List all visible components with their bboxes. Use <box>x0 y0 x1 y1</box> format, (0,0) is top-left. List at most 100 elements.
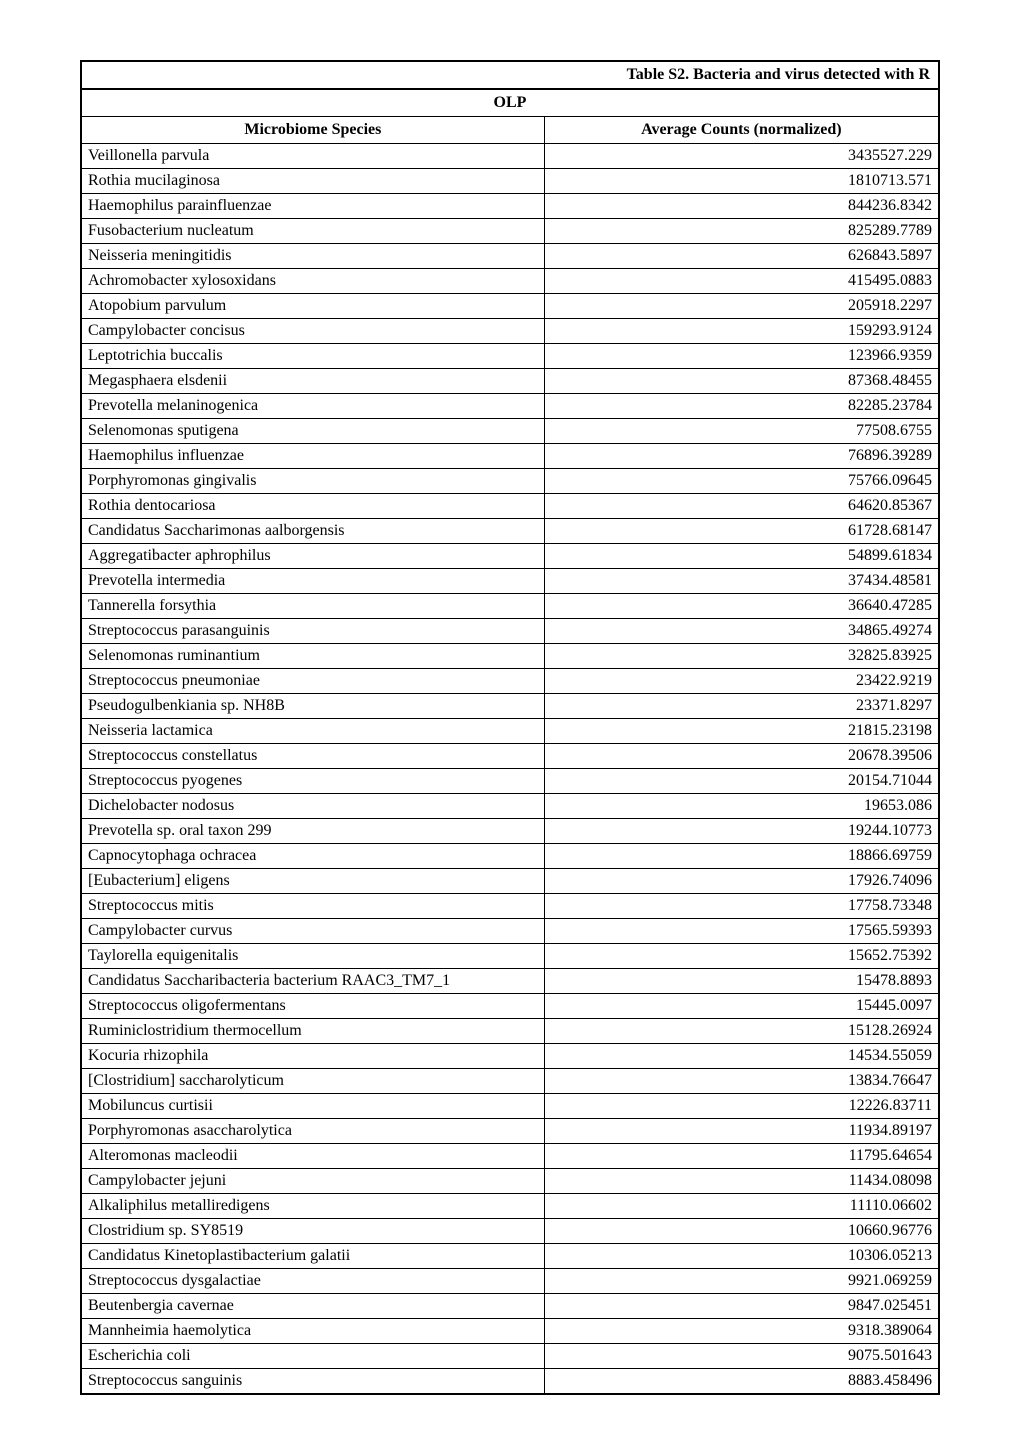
table-row: Streptococcus constellatus20678.39506 <box>82 744 938 769</box>
species-cell: Veillonella parvula <box>82 144 544 169</box>
counts-cell: 15128.26924 <box>544 1019 938 1044</box>
counts-cell: 11934.89197 <box>544 1119 938 1144</box>
species-cell: Mannheimia haemolytica <box>82 1319 544 1344</box>
table-row: [Eubacterium] eligens17926.74096 <box>82 869 938 894</box>
table-body: Veillonella parvula3435527.229Rothia muc… <box>82 144 938 1394</box>
species-cell: Selenomonas ruminantium <box>82 644 544 669</box>
species-cell: Dichelobacter nodosus <box>82 794 544 819</box>
species-cell: Porphyromonas gingivalis <box>82 469 544 494</box>
counts-cell: 159293.9124 <box>544 319 938 344</box>
group-label: OLP <box>82 90 938 117</box>
counts-cell: 37434.48581 <box>544 569 938 594</box>
species-column-header: Microbiome Species <box>82 117 544 144</box>
species-cell: Tannerella forsythia <box>82 594 544 619</box>
counts-column-header: Average Counts (normalized) <box>544 117 938 144</box>
counts-cell: 15445.0097 <box>544 994 938 1019</box>
table-row: Rothia dentocariosa64620.85367 <box>82 494 938 519</box>
table-row: Kocuria rhizophila14534.55059 <box>82 1044 938 1069</box>
group-header-row: OLP <box>82 90 938 117</box>
species-cell: Beutenbergia cavernae <box>82 1294 544 1319</box>
table-row: Campylobacter concisus159293.9124 <box>82 319 938 344</box>
species-cell: Candidatus Saccharimonas aalborgensis <box>82 519 544 544</box>
table-row: Clostridium sp. SY851910660.96776 <box>82 1219 938 1244</box>
table-row: Leptotrichia buccalis123966.9359 <box>82 344 938 369</box>
counts-cell: 205918.2297 <box>544 294 938 319</box>
counts-cell: 75766.09645 <box>544 469 938 494</box>
species-cell: Achromobacter xylosoxidans <box>82 269 544 294</box>
counts-cell: 11110.06602 <box>544 1194 938 1219</box>
species-cell: Streptococcus dysgalactiae <box>82 1269 544 1294</box>
counts-cell: 9847.025451 <box>544 1294 938 1319</box>
species-cell: Rothia mucilaginosa <box>82 169 544 194</box>
species-cell: Prevotella sp. oral taxon 299 <box>82 819 544 844</box>
table-row: Dichelobacter nodosus19653.086 <box>82 794 938 819</box>
species-cell: Porphyromonas asaccharolytica <box>82 1119 544 1144</box>
counts-cell: 17758.73348 <box>544 894 938 919</box>
counts-cell: 9921.069259 <box>544 1269 938 1294</box>
counts-cell: 36640.47285 <box>544 594 938 619</box>
counts-cell: 11795.64654 <box>544 1144 938 1169</box>
table-row: Aggregatibacter aphrophilus54899.61834 <box>82 544 938 569</box>
species-cell: Leptotrichia buccalis <box>82 344 544 369</box>
species-cell: Streptococcus parasanguinis <box>82 619 544 644</box>
species-cell: Prevotella intermedia <box>82 569 544 594</box>
table-row: [Clostridium] saccharolyticum13834.76647 <box>82 1069 938 1094</box>
counts-cell: 87368.48455 <box>544 369 938 394</box>
table-row: Haemophilus parainfluenzae844236.8342 <box>82 194 938 219</box>
species-cell: Campylobacter curvus <box>82 919 544 944</box>
species-cell: Mobiluncus curtisii <box>82 1094 544 1119</box>
species-cell: Candidatus Saccharibacteria bacterium RA… <box>82 969 544 994</box>
table-row: Porphyromonas gingivalis75766.09645 <box>82 469 938 494</box>
counts-cell: 17565.59393 <box>544 919 938 944</box>
table-row: Candidatus Saccharibacteria bacterium RA… <box>82 969 938 994</box>
counts-cell: 123966.9359 <box>544 344 938 369</box>
table-row: Campylobacter jejuni11434.08098 <box>82 1169 938 1194</box>
table-row: Alteromonas macleodii11795.64654 <box>82 1144 938 1169</box>
table-row: Neisseria meningitidis626843.5897 <box>82 244 938 269</box>
counts-cell: 77508.6755 <box>544 419 938 444</box>
species-cell: Candidatus Kinetoplastibacterium galatii <box>82 1244 544 1269</box>
species-cell: Fusobacterium nucleatum <box>82 219 544 244</box>
counts-cell: 13834.76647 <box>544 1069 938 1094</box>
species-cell: Neisseria meningitidis <box>82 244 544 269</box>
species-cell: Prevotella melaninogenica <box>82 394 544 419</box>
counts-cell: 19653.086 <box>544 794 938 819</box>
table-row: Veillonella parvula3435527.229 <box>82 144 938 169</box>
table-row: Fusobacterium nucleatum825289.7789 <box>82 219 938 244</box>
microbiome-table: OLP Microbiome Species Average Counts (n… <box>82 89 938 1393</box>
species-cell: Taylorella equigenitalis <box>82 944 544 969</box>
counts-cell: 34865.49274 <box>544 619 938 644</box>
counts-cell: 19244.10773 <box>544 819 938 844</box>
counts-cell: 11434.08098 <box>544 1169 938 1194</box>
table-row: Streptococcus oligofermentans15445.0097 <box>82 994 938 1019</box>
species-cell: Kocuria rhizophila <box>82 1044 544 1069</box>
table-row: Taylorella equigenitalis15652.75392 <box>82 944 938 969</box>
table-row: Porphyromonas asaccharolytica11934.89197 <box>82 1119 938 1144</box>
table-row: Achromobacter xylosoxidans415495.0883 <box>82 269 938 294</box>
table-row: Streptococcus dysgalactiae9921.069259 <box>82 1269 938 1294</box>
species-cell: Streptococcus mitis <box>82 894 544 919</box>
counts-cell: 9075.501643 <box>544 1344 938 1369</box>
species-cell: [Clostridium] saccharolyticum <box>82 1069 544 1094</box>
table-row: Mobiluncus curtisii12226.83711 <box>82 1094 938 1119</box>
table-row: Candidatus Kinetoplastibacterium galatii… <box>82 1244 938 1269</box>
species-cell: Campylobacter concisus <box>82 319 544 344</box>
table-row: Neisseria lactamica21815.23198 <box>82 719 938 744</box>
species-cell: Neisseria lactamica <box>82 719 544 744</box>
species-cell: Pseudogulbenkiania sp. NH8B <box>82 694 544 719</box>
table-row: Pseudogulbenkiania sp. NH8B23371.8297 <box>82 694 938 719</box>
counts-cell: 626843.5897 <box>544 244 938 269</box>
table-row: Alkaliphilus metalliredigens11110.06602 <box>82 1194 938 1219</box>
counts-cell: 844236.8342 <box>544 194 938 219</box>
table-row: Prevotella intermedia37434.48581 <box>82 569 938 594</box>
table-row: Atopobium parvulum205918.2297 <box>82 294 938 319</box>
table-row: Mannheimia haemolytica9318.389064 <box>82 1319 938 1344</box>
counts-cell: 15652.75392 <box>544 944 938 969</box>
species-cell: Streptococcus constellatus <box>82 744 544 769</box>
species-cell: Capnocytophaga ochracea <box>82 844 544 869</box>
table-row: Tannerella forsythia36640.47285 <box>82 594 938 619</box>
species-cell: Haemophilus parainfluenzae <box>82 194 544 219</box>
table-row: Rothia mucilaginosa1810713.571 <box>82 169 938 194</box>
table-row: Candidatus Saccharimonas aalborgensis617… <box>82 519 938 544</box>
counts-cell: 10306.05213 <box>544 1244 938 1269</box>
